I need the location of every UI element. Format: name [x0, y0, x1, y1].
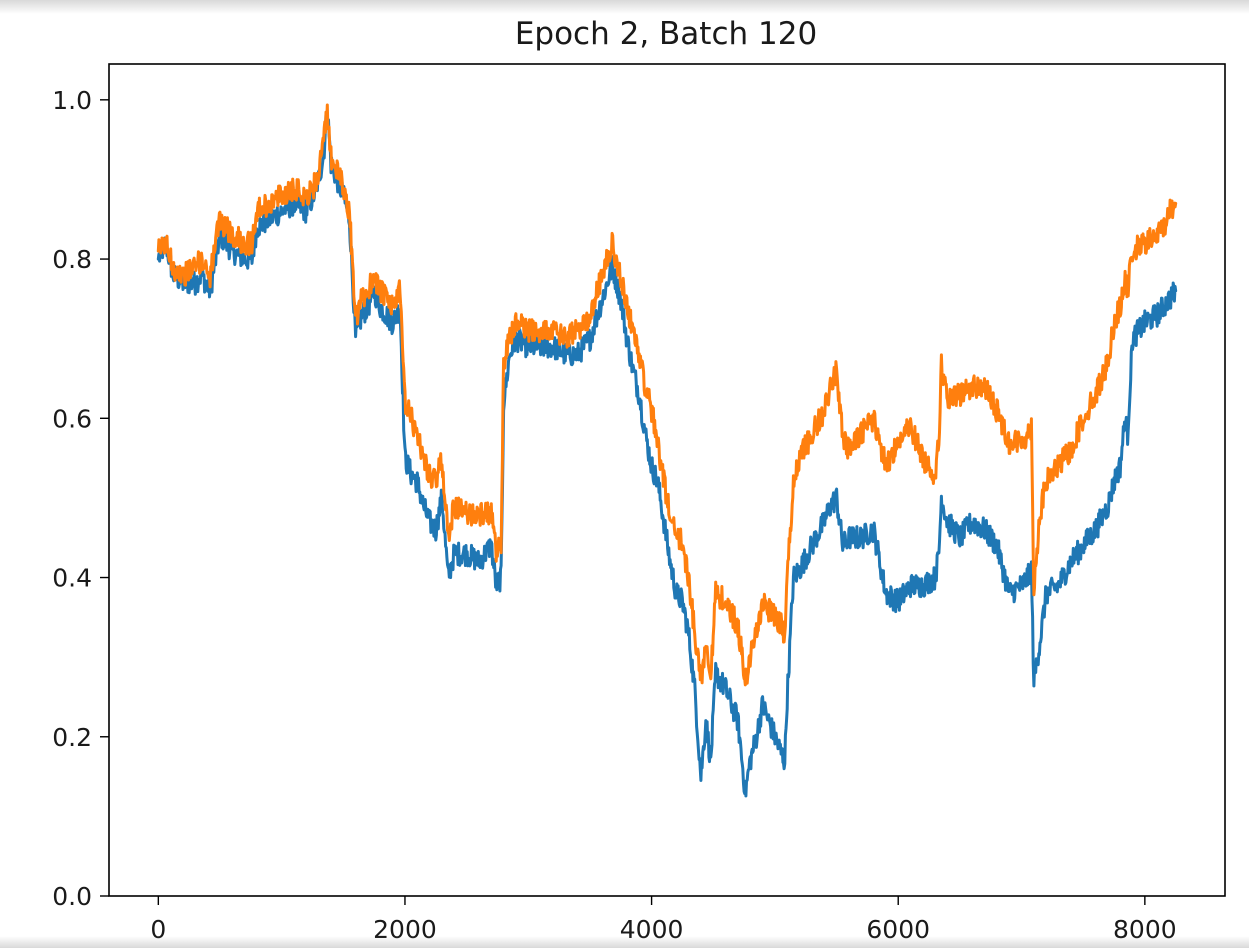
y-tick-label: 0.0 [52, 882, 92, 911]
y-axis: 0.0 0.2 0.4 0.6 0.8 1.0 [52, 86, 109, 911]
y-tick-label: 1.0 [52, 86, 92, 115]
x-tick-label: 8000 [1113, 915, 1177, 944]
y-tick-label: 0.6 [52, 404, 92, 433]
x-tick-label: 6000 [866, 915, 930, 944]
x-tick-label: 2000 [373, 915, 437, 944]
y-tick-label: 0.2 [52, 723, 92, 752]
x-tick-label: 4000 [620, 915, 684, 944]
y-tick-label: 0.4 [52, 564, 92, 593]
axes-frame [108, 63, 1226, 897]
series-line-2 [156, 103, 1178, 687]
chart-title: Epoch 2, Batch 120 [515, 16, 817, 52]
series-layer [156, 103, 1178, 798]
x-axis: 0 2000 4000 6000 8000 [150, 896, 1177, 944]
x-tick-label: 0 [150, 915, 166, 944]
y-tick-label: 0.8 [52, 245, 92, 274]
